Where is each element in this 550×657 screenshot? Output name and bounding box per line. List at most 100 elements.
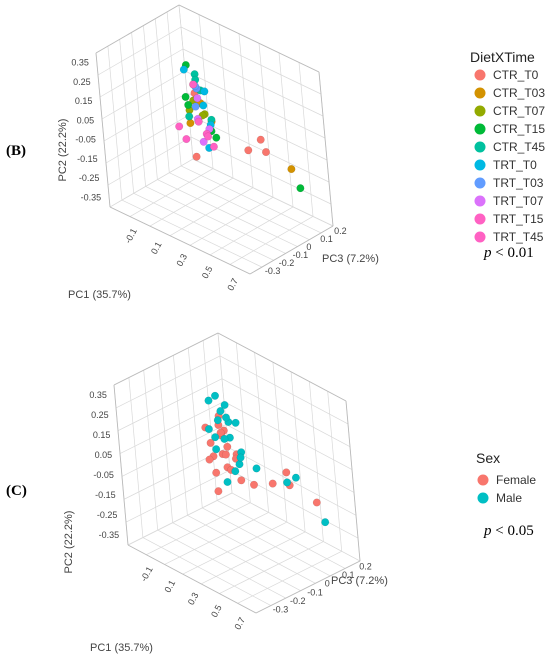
legend-swatch [474,69,486,81]
data-point-female [268,479,277,488]
grid-line [105,114,190,164]
legend-swatch [474,159,486,171]
panel-c-legend: Sex Female Male [476,450,536,505]
legend-swatch [477,492,489,504]
x-axis-title: PC1 (35.7%) [90,642,153,654]
x-tick-label: 0.5 [200,264,215,280]
grid-line [187,347,203,508]
data-point-trt-t45 [204,132,213,141]
grid-line [225,424,355,493]
y-tick-label: 0.15 [93,430,111,440]
legend-entry: TRT_T07 [493,194,544,208]
y-tick-label: 0.05 [77,115,95,125]
grid-line [97,26,182,76]
y-tick-label: -0.15 [77,154,98,164]
grid-line [157,529,286,599]
grid-line [143,25,158,180]
data-point-ctr-t45 [185,112,194,121]
grid-line [219,355,349,425]
grid-line [309,381,324,542]
z-tick-label: 0 [325,579,330,589]
grid-line [125,469,231,523]
data-point-male [220,400,229,410]
data-point-male [220,434,229,443]
data-point-male [210,391,220,400]
x-tick-label: 0.1 [149,240,164,256]
grid-line [129,168,214,217]
grid-line [189,196,274,246]
grid-line [172,522,301,592]
y-axis-title: PC2 (22.2%) [63,511,75,574]
legend-swatch [474,123,486,135]
grid-line [219,541,324,594]
grid-line [231,492,361,562]
y-tick-label: 0.25 [73,77,91,87]
legend-title: Sex [476,450,500,466]
grid-line [216,500,346,569]
data-point-female [249,480,259,489]
grid-line [169,187,254,237]
grid-line [180,165,322,234]
data-point-male [252,464,261,473]
grid-line [143,370,159,531]
grid-line [149,177,234,227]
grid-line [154,18,170,173]
grid-line [146,502,251,556]
grid-line [272,362,288,523]
data-point-trt-t07 [193,94,202,103]
p-value: p < 0.05 [483,523,534,539]
legend-entry: TRT_T0 [493,158,537,172]
grid-line [237,550,342,604]
legend-entry: CTR_T15 [493,122,545,136]
data-point-trt-t45 [182,135,191,144]
x-tick-label: 0.7 [232,616,247,632]
y-tick-label: 0.25 [91,410,109,420]
x-tick-label: 0.1 [162,578,177,594]
data-point-trt-t03 [191,102,200,111]
data-point-male [216,407,225,416]
axis-line [255,560,361,614]
x-tick-label: 0.3 [174,252,189,268]
grid-line [258,43,274,198]
data-point-trt-t15 [209,142,218,151]
data-point-ctr-t0 [192,152,201,161]
axis-line [113,384,129,546]
data-point-female [206,438,215,447]
data-point-female [223,442,232,451]
data-point-ctr-t15 [181,92,190,101]
z-tick-label: -0.1 [293,250,309,260]
z-tick-label: -0.3 [273,605,289,615]
grid-line [178,4,194,160]
grid-line [119,401,225,454]
grid-line [192,158,334,227]
data-point-female [205,455,214,464]
axis-line [318,71,334,227]
data-point-ctr-t15 [184,100,193,109]
data-point-ctr-t15 [212,133,221,142]
grid-line [103,92,188,142]
axis-line [109,206,251,275]
legend-entry: CTR_T07 [493,104,545,118]
z-axis-title: PC3 (7.2%) [322,253,379,265]
data-point-male [213,416,222,425]
panel-c: (C) 0.35 0.25 0.15 0.05 -0.05 -0.15 -0.25 -0.35… [6,332,536,654]
y-tick-label: -0.25 [79,173,100,183]
grid-line [166,11,182,166]
grid-line [290,371,306,532]
legend-entry: CTR_T03 [493,86,545,100]
panel-b-letter: (B) [6,143,26,159]
x-tick-label: 0.7 [225,277,240,293]
data-point-trt-t15 [175,122,184,131]
axis-line [178,4,320,73]
grid-line [107,46,123,201]
legend-swatch [474,87,486,99]
data-point-female [212,468,221,477]
grid-line [298,62,314,217]
x-tick-label: -0.1 [139,565,155,583]
grid-line [227,446,357,516]
axis-line [113,332,219,386]
grid-line [133,192,274,261]
legend-entry: Female [496,473,536,487]
grid-line [119,39,135,194]
z-tick-label: 0 [306,242,311,252]
